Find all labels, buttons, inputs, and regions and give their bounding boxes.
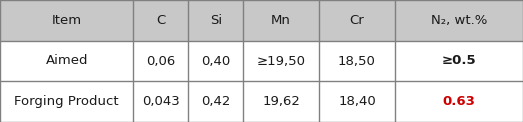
Bar [395, 41, 523, 81]
Text: 0,043: 0,043 [142, 95, 180, 108]
Text: C: C [156, 14, 165, 27]
Bar [395, 81, 523, 122]
Text: 0,40: 0,40 [201, 55, 230, 67]
Text: N₂, wt.%: N₂, wt.% [431, 14, 487, 27]
Bar [0, 41, 133, 81]
Text: Cr: Cr [349, 14, 365, 27]
Text: 18,50: 18,50 [338, 55, 376, 67]
Bar [133, 0, 188, 41]
Text: 0.63: 0.63 [442, 95, 475, 108]
Text: Si: Si [210, 14, 222, 27]
Bar [243, 81, 319, 122]
Bar [319, 81, 395, 122]
Bar [319, 41, 395, 81]
Bar [395, 0, 523, 41]
Bar [243, 0, 319, 41]
Bar [319, 0, 395, 41]
Text: Forging Product: Forging Product [14, 95, 119, 108]
Text: Mn: Mn [271, 14, 291, 27]
Text: Item: Item [52, 14, 82, 27]
Text: 19,62: 19,62 [262, 95, 300, 108]
Bar [133, 81, 188, 122]
Text: Aimed: Aimed [46, 55, 88, 67]
Bar [0, 81, 133, 122]
Bar [188, 41, 243, 81]
Bar [243, 41, 319, 81]
Text: ≥0.5: ≥0.5 [441, 55, 476, 67]
Bar [188, 0, 243, 41]
Bar [0, 0, 133, 41]
Bar [133, 41, 188, 81]
Text: ≥19,50: ≥19,50 [257, 55, 305, 67]
Text: 0,06: 0,06 [146, 55, 175, 67]
Bar [188, 81, 243, 122]
Text: 0,42: 0,42 [201, 95, 231, 108]
Text: 18,40: 18,40 [338, 95, 376, 108]
